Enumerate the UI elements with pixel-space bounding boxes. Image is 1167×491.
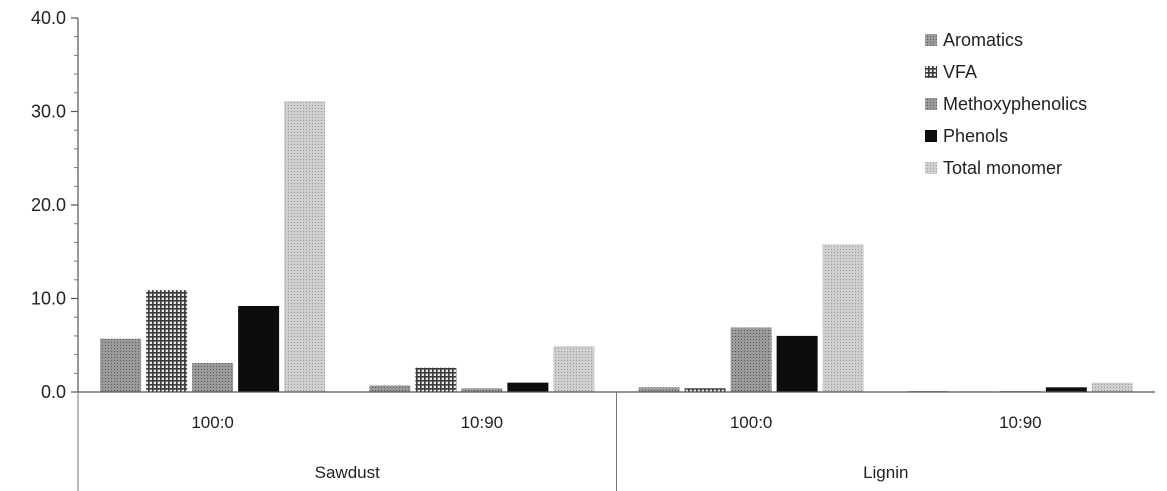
y-tick-label: 30.0 [31,102,66,122]
y-tick-label: 0.0 [41,382,66,402]
bar-total-monomer [822,244,864,392]
bar-phenols [776,335,818,392]
bar-methoxyphenolics [461,388,503,392]
x-axis: 100:0 10:90 100:0 10:90 Sawdust Lignin [77,391,1155,491]
bar-total-monomer [1091,382,1133,392]
legend-swatch [925,162,937,174]
legend-swatch [925,34,937,46]
x-group-label: Lignin [863,463,908,482]
bar-total-monomer [284,101,326,392]
bar-methoxyphenolics [192,363,234,392]
bar-phenols [1045,387,1087,392]
bar-vfa [146,290,188,392]
bars [100,101,1133,392]
legend-label: Methoxyphenolics [943,94,1087,114]
bar-phenols [507,382,549,392]
bar-aromatics [638,387,680,392]
bar-vfa [415,367,457,392]
legend-label: Phenols [943,126,1008,146]
x-category-label: 100:0 [730,413,773,432]
bar-methoxyphenolics [730,327,772,392]
legend-swatch [925,130,937,142]
y-tick-label: 20.0 [31,195,66,215]
legend-label: VFA [943,62,977,82]
y-axis: 0.0 10.0 20.0 30.0 40.0 [31,8,79,402]
bar-aromatics [100,338,142,392]
bar-aromatics [369,385,411,392]
legend-label: Aromatics [943,30,1023,50]
y-tick-label: 40.0 [31,8,66,28]
x-category-label: 10:90 [461,413,504,432]
bar-phenols [238,305,280,392]
bar-vfa [684,388,726,392]
x-category-label: 100:0 [191,413,234,432]
x-group-label: Sawdust [315,463,380,482]
x-category-label: 10:90 [999,413,1042,432]
y-tick-label: 10.0 [31,289,66,309]
legend-swatch [925,66,937,78]
legend-swatch [925,98,937,110]
legend-label: Total monomer [943,158,1062,178]
legend: Aromatics VFA Methoxyphenolics Phenols Total… [925,30,1087,178]
bar-total-monomer [553,346,595,392]
